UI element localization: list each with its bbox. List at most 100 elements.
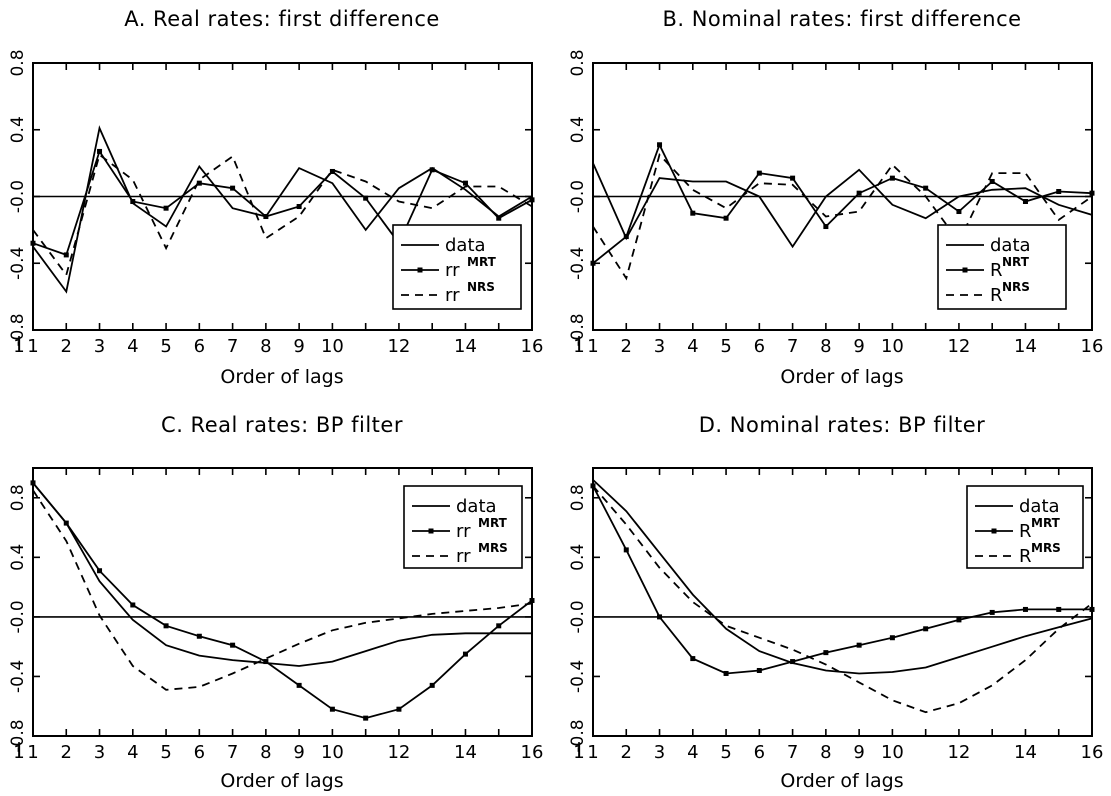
legend-label-superscript: MRS: [1031, 541, 1061, 555]
series-point: [97, 568, 102, 573]
x-tick-label: 8: [820, 742, 831, 763]
y-tick-label: 0.8: [568, 49, 588, 76]
series-point: [330, 169, 335, 174]
x-tick-label: 7: [227, 742, 238, 763]
y-tick-label: 0.4: [8, 544, 28, 571]
x-tick-label: 1: [27, 742, 38, 763]
axes: -0.8-0.4-0.00.40.8123456789101214161: [568, 49, 1103, 357]
series-point: [463, 181, 468, 186]
series-point: [130, 199, 135, 204]
series-point: [956, 209, 961, 214]
series-point: [31, 241, 36, 246]
series-point: [396, 707, 401, 712]
panel-title: A. Real rates: first difference: [124, 7, 440, 31]
x-tick-label: 3: [654, 742, 665, 763]
x-tick-label: 7: [787, 336, 798, 357]
x-tick-label: 8: [820, 336, 831, 357]
x-tick-label: 3: [94, 742, 105, 763]
series-point: [164, 206, 169, 211]
series-point: [363, 196, 368, 201]
series-point: [263, 214, 268, 219]
y-tick-label: -0.4: [568, 660, 588, 693]
series-point: [823, 224, 828, 229]
series-point: [197, 634, 202, 639]
series-point: [1056, 607, 1061, 612]
series-point: [1090, 607, 1095, 612]
y-tick-label: -0.4: [8, 247, 28, 280]
panel-c: C. Real rates: BP filter Order of lags -…: [8, 413, 543, 792]
x-tick-label: 9: [853, 742, 864, 763]
x-tick-label: 14: [1014, 336, 1037, 357]
x-tick-label: 12: [947, 742, 970, 763]
y-tick-label: 0.4: [568, 116, 588, 143]
x-tick-label: 5: [720, 742, 731, 763]
x-tick-label: 3: [94, 336, 105, 357]
x-tick-label: 5: [160, 336, 171, 357]
x-tick-label: 4: [687, 742, 698, 763]
series-point: [857, 643, 862, 648]
series-point: [923, 186, 928, 191]
series-point: [230, 643, 235, 648]
x-tick-label: 2: [61, 742, 72, 763]
series-point: [591, 261, 596, 266]
x-tick-label: 6: [754, 742, 765, 763]
panel-d: D. Nominal rates: BP filter Order of lag…: [568, 413, 1103, 792]
x-tick-label: 14: [454, 336, 477, 357]
y-tick-label: -0.0: [8, 180, 28, 213]
x-tick-label: 1: [587, 336, 598, 357]
panel-title: B. Nominal rates: first difference: [662, 7, 1021, 31]
y-tick-label: -0.4: [568, 247, 588, 280]
x-tick-label: 14: [1014, 742, 1037, 763]
series-point: [496, 216, 501, 221]
x-tick-label: 1: [27, 336, 38, 357]
legend-marker: [418, 268, 423, 273]
series-point: [430, 167, 435, 172]
legend-label-superscript: MRT: [1031, 516, 1061, 530]
series-point: [164, 623, 169, 628]
series-point: [724, 216, 729, 221]
series-point: [64, 252, 69, 257]
x-tick-label: 10: [881, 336, 904, 357]
series-point: [97, 149, 102, 154]
y-tick-label: -0.0: [568, 600, 588, 633]
legend: datarr MRTrr MRS: [404, 486, 522, 568]
series-point: [724, 671, 729, 676]
legend-label: R: [1019, 521, 1032, 542]
series-point: [624, 547, 629, 552]
x-tick-label: 6: [754, 336, 765, 357]
series-point: [263, 659, 268, 664]
y-tick-label: -0.4: [8, 660, 28, 693]
x-tick-label: 1: [587, 742, 598, 763]
series-point: [130, 602, 135, 607]
legend-label-superscript: MRT: [478, 516, 508, 530]
legend-label: R: [1019, 546, 1032, 567]
x-tick-label: 7: [787, 742, 798, 763]
legend-label: rr: [456, 521, 471, 542]
series-point: [1056, 189, 1061, 194]
series-point: [990, 179, 995, 184]
series-point: [430, 683, 435, 688]
series-point: [690, 211, 695, 216]
x-tick-label: 12: [387, 336, 410, 357]
series-point: [363, 716, 368, 721]
axes: -0.8-0.4-0.00.40.8123456789101214161: [8, 49, 543, 357]
x-axis-label: Order of lags: [780, 770, 903, 792]
legend-label: data: [1019, 496, 1060, 517]
legend-label: data: [445, 235, 486, 256]
series-point: [330, 707, 335, 712]
series-point: [463, 652, 468, 657]
panel-title: D. Nominal rates: BP filter: [699, 413, 986, 437]
series-point: [956, 617, 961, 622]
series-point: [530, 197, 535, 202]
legend-label-superscript: MRS: [478, 541, 508, 555]
series-point: [923, 626, 928, 631]
x-tick-label: 3: [654, 336, 665, 357]
x-tick-label: 2: [621, 742, 632, 763]
x-tick-label: 4: [127, 742, 138, 763]
x-tick-label: 4: [687, 336, 698, 357]
x-tick-label: 10: [881, 742, 904, 763]
x-tick-label: 16: [1081, 742, 1104, 763]
x-tick-label: 16: [521, 742, 544, 763]
